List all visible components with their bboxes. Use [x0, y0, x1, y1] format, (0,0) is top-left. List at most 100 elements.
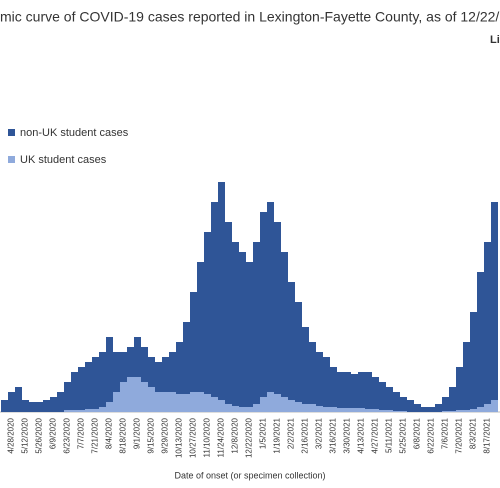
bar — [351, 374, 358, 408]
bar — [330, 367, 337, 407]
x-tick-label: 1/19/2021 — [273, 417, 282, 453]
bar — [442, 411, 449, 412]
bar — [316, 406, 323, 412]
bar — [309, 342, 316, 404]
x-tick-label: 9/29/2020 — [161, 417, 170, 453]
x-tick-label: 3/30/2021 — [343, 417, 352, 453]
x-tick-label: 1/5/2021 — [259, 417, 268, 449]
bar — [442, 397, 449, 411]
x-tick-label: 4/27/2021 — [371, 417, 380, 453]
bar — [169, 392, 176, 412]
bar — [162, 392, 169, 412]
bar — [225, 222, 232, 404]
bar — [260, 212, 267, 397]
bar — [190, 392, 197, 412]
bar — [225, 404, 232, 412]
x-tick-label: 2/16/2021 — [301, 417, 310, 453]
bar — [64, 410, 71, 412]
bar — [281, 397, 288, 412]
bar — [106, 337, 113, 402]
bar — [491, 202, 498, 400]
x-tick-label: 6/22/2021 — [427, 417, 436, 453]
x-axis-title: Date of onset (or specimen collection) — [174, 470, 325, 480]
bar — [449, 411, 456, 412]
bar — [71, 372, 78, 410]
bar — [337, 372, 344, 408]
bar — [484, 404, 491, 412]
bar — [365, 372, 372, 409]
bar — [477, 407, 484, 412]
bar — [456, 410, 463, 412]
chart-subtitle: Li — [490, 34, 500, 46]
bar — [190, 292, 197, 392]
bar — [316, 352, 323, 406]
bar — [435, 404, 442, 412]
x-tick-label: 5/26/2020 — [35, 417, 44, 453]
bar — [204, 394, 211, 412]
bar — [372, 377, 379, 409]
x-tick-label: 6/9/2020 — [49, 417, 58, 449]
bar — [85, 409, 92, 412]
x-tick-label: 4/13/2021 — [357, 417, 366, 453]
bar — [197, 392, 204, 412]
legend-label: UK student cases — [20, 154, 107, 166]
bar — [288, 282, 295, 400]
x-tick-label: 11/24/2020 — [217, 417, 226, 457]
bar — [183, 394, 190, 412]
x-tick-label: 7/7/2020 — [77, 417, 86, 449]
bar — [379, 382, 386, 410]
bar — [155, 392, 162, 412]
bar — [386, 387, 393, 410]
bar — [176, 394, 183, 412]
bar — [274, 394, 281, 412]
bar — [246, 262, 253, 407]
x-tick-label: 3/16/2021 — [329, 417, 338, 453]
x-tick-label: 11/10/2020 — [203, 417, 212, 457]
bar — [92, 357, 99, 409]
x-tick-label: 12/8/2020 — [231, 417, 240, 453]
bar — [400, 411, 407, 412]
bar — [358, 408, 365, 412]
bar — [92, 409, 99, 412]
bar — [113, 352, 120, 392]
bar — [246, 407, 253, 412]
bar — [239, 252, 246, 407]
x-tick-label: 7/6/2021 — [441, 417, 450, 449]
bar — [15, 387, 22, 412]
bar — [155, 362, 162, 392]
bar — [197, 262, 204, 392]
bar — [85, 362, 92, 409]
bar — [302, 327, 309, 404]
x-tick-label: 8/17/2021 — [483, 417, 492, 453]
bar — [309, 404, 316, 412]
bar — [43, 400, 50, 412]
bar — [358, 372, 365, 408]
bar — [148, 357, 155, 387]
legend-swatch — [8, 156, 15, 163]
bar — [337, 408, 344, 412]
bar — [134, 337, 141, 377]
bar — [29, 402, 36, 412]
bar — [365, 409, 372, 412]
x-tick-label: 3/2/2021 — [315, 417, 324, 449]
legend-swatch — [8, 129, 15, 136]
bar — [267, 202, 274, 392]
legend-label: non-UK student cases — [20, 127, 129, 139]
bar — [414, 404, 421, 412]
bar — [288, 400, 295, 412]
x-tick-label: 6/23/2020 — [63, 417, 72, 453]
bar — [421, 407, 428, 412]
bar — [120, 352, 127, 382]
x-tick-label: 8/3/2021 — [469, 417, 478, 449]
bar — [281, 252, 288, 397]
bar — [260, 397, 267, 412]
bar — [267, 392, 274, 412]
bar — [400, 397, 407, 411]
bar — [162, 357, 169, 392]
bar — [183, 322, 190, 394]
bar — [295, 402, 302, 412]
bar — [274, 222, 281, 394]
x-tick-label: 7/21/2020 — [91, 417, 100, 453]
